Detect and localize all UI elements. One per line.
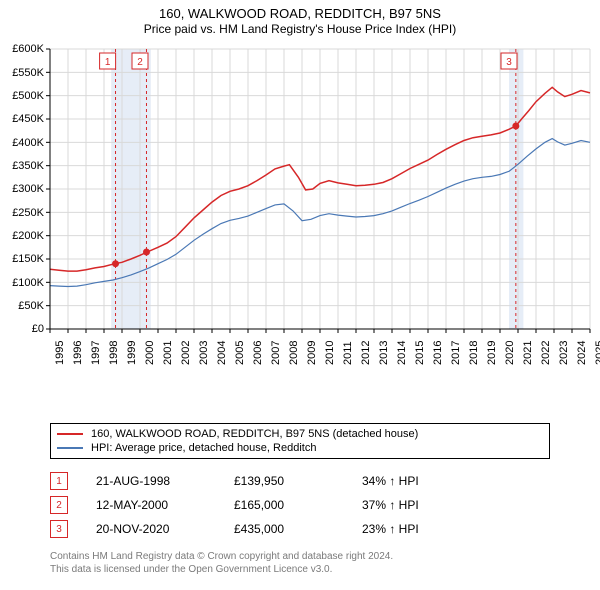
- sale-price: £165,000: [234, 498, 334, 512]
- legend: 160, WALKWOOD ROAD, REDDITCH, B97 5NS (d…: [50, 423, 550, 459]
- y-axis-label: £550K: [12, 67, 44, 79]
- y-axis-label: £250K: [12, 207, 44, 219]
- svg-text:3: 3: [506, 57, 512, 68]
- x-axis-label: 2016: [432, 341, 444, 365]
- footer-attribution: Contains HM Land Registry data © Crown c…: [50, 551, 600, 576]
- x-axis-label: 1997: [90, 341, 102, 365]
- x-axis-label: 2015: [414, 341, 426, 365]
- x-axis-label: 2024: [576, 341, 588, 365]
- legend-label: HPI: Average price, detached house, Redd…: [91, 442, 316, 454]
- sale-number-box: 2: [50, 496, 68, 514]
- y-axis-label: £150K: [12, 253, 44, 265]
- sale-row: 3 20-NOV-2020 £435,000 23% ↑ HPI: [50, 517, 600, 541]
- legend-label: 160, WALKWOOD ROAD, REDDITCH, B97 5NS (d…: [91, 428, 418, 440]
- x-axis-label: 2006: [252, 341, 264, 365]
- sale-row: 2 12-MAY-2000 £165,000 37% ↑ HPI: [50, 493, 600, 517]
- chart-title: 160, WALKWOOD ROAD, REDDITCH, B97 5NS: [0, 0, 600, 22]
- x-axis-label: 2017: [450, 341, 462, 365]
- x-axis-label: 2023: [558, 341, 570, 365]
- sale-diff: 34% ↑ HPI: [362, 474, 482, 488]
- x-axis-label: 2019: [486, 341, 498, 365]
- legend-item: 160, WALKWOOD ROAD, REDDITCH, B97 5NS (d…: [57, 427, 543, 441]
- sale-number-box: 3: [50, 520, 68, 538]
- x-axis-label: 2009: [306, 341, 318, 365]
- footer-line-2: This data is licensed under the Open Gov…: [50, 564, 600, 577]
- x-axis-label: 2014: [396, 341, 408, 365]
- x-axis-label: 2012: [360, 341, 372, 365]
- y-axis-label: £50K: [18, 300, 44, 312]
- sale-date: 21-AUG-1998: [96, 474, 206, 488]
- sale-diff: 23% ↑ HPI: [362, 522, 482, 536]
- x-axis-label: 2022: [540, 341, 552, 365]
- legend-item: HPI: Average price, detached house, Redd…: [57, 441, 543, 455]
- x-axis-label: 2018: [468, 341, 480, 365]
- x-axis-label: 1998: [108, 341, 120, 365]
- sale-row: 1 21-AUG-1998 £139,950 34% ↑ HPI: [50, 469, 600, 493]
- sale-date: 20-NOV-2020: [96, 522, 206, 536]
- y-axis-label: £500K: [12, 90, 44, 102]
- y-axis-label: £400K: [12, 137, 44, 149]
- svg-text:2: 2: [137, 57, 143, 68]
- x-axis-label: 2004: [216, 341, 228, 365]
- svg-text:1: 1: [105, 57, 111, 68]
- sale-diff: 37% ↑ HPI: [362, 498, 482, 512]
- chart-subtitle: Price paid vs. HM Land Registry's House …: [0, 22, 600, 39]
- chart-area: 1 2 3 £0 £50K £100K £150K £200K £250K £300K £350K…: [0, 39, 600, 417]
- y-axis-label: £450K: [12, 113, 44, 125]
- y-axis-label: £100K: [12, 277, 44, 289]
- x-axis-label: 1995: [54, 341, 66, 365]
- sale-price: £139,950: [234, 474, 334, 488]
- x-axis-label: 2005: [234, 341, 246, 365]
- x-axis-label: 2011: [342, 342, 354, 366]
- x-axis-label: 2007: [270, 341, 282, 365]
- x-axis-label: 1996: [72, 341, 84, 365]
- x-axis-label: 2003: [198, 341, 210, 365]
- x-axis-label: 2013: [378, 341, 390, 365]
- x-axis-label: 2025: [594, 341, 600, 365]
- y-axis-label: £200K: [12, 230, 44, 242]
- legend-swatch: [57, 433, 83, 435]
- x-axis-label: 2010: [324, 341, 336, 365]
- x-axis-label: 1999: [126, 341, 138, 365]
- sale-date: 12-MAY-2000: [96, 498, 206, 512]
- sale-number-box: 1: [50, 472, 68, 490]
- x-axis-label: 2001: [162, 341, 174, 365]
- x-axis-label: 2002: [180, 341, 192, 365]
- sales-table: 1 21-AUG-1998 £139,950 34% ↑ HPI 2 12-MAY-200…: [50, 469, 600, 541]
- footer-line-1: Contains HM Land Registry data © Crown c…: [50, 551, 600, 564]
- y-axis-label: £600K: [12, 43, 44, 55]
- x-axis-label: 2021: [522, 341, 534, 365]
- x-axis-label: 2020: [504, 341, 516, 365]
- y-axis-label: £350K: [12, 160, 44, 172]
- sale-price: £435,000: [234, 522, 334, 536]
- x-axis-label: 2008: [288, 341, 300, 365]
- y-axis-label: £300K: [12, 183, 44, 195]
- y-axis-label: £0: [32, 323, 44, 335]
- x-axis-label: 2000: [144, 341, 156, 365]
- legend-swatch: [57, 447, 83, 449]
